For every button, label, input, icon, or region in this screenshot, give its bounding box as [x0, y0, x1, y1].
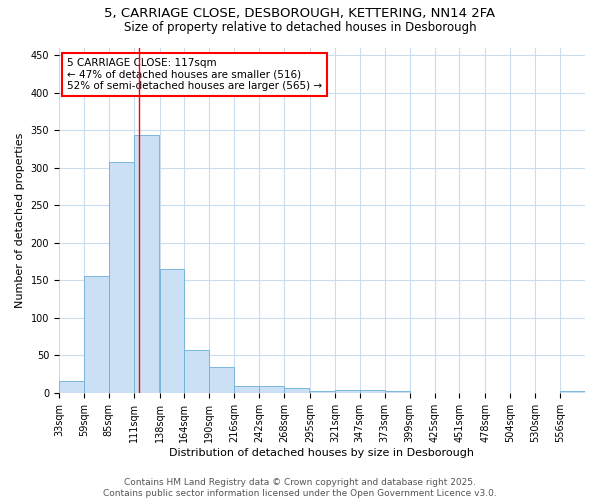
- Bar: [259, 386, 284, 393]
- Bar: [109, 162, 134, 393]
- Bar: [160, 269, 184, 393]
- Text: 5 CARRIAGE CLOSE: 117sqm
← 47% of detached houses are smaller (516)
52% of semi-: 5 CARRIAGE CLOSE: 117sqm ← 47% of detach…: [67, 58, 322, 91]
- Bar: [335, 390, 360, 393]
- Bar: [385, 390, 410, 393]
- Y-axis label: Number of detached properties: Number of detached properties: [15, 132, 25, 308]
- Bar: [84, 276, 109, 393]
- Bar: [184, 350, 209, 393]
- Bar: [134, 136, 158, 393]
- Bar: [360, 390, 385, 393]
- Bar: [560, 390, 585, 393]
- Bar: [234, 386, 259, 393]
- Bar: [209, 366, 234, 393]
- Bar: [284, 388, 309, 393]
- Bar: [59, 381, 84, 393]
- Text: Size of property relative to detached houses in Desborough: Size of property relative to detached ho…: [124, 21, 476, 34]
- Text: Contains HM Land Registry data © Crown copyright and database right 2025.
Contai: Contains HM Land Registry data © Crown c…: [103, 478, 497, 498]
- X-axis label: Distribution of detached houses by size in Desborough: Distribution of detached houses by size …: [169, 448, 475, 458]
- Text: 5, CARRIAGE CLOSE, DESBOROUGH, KETTERING, NN14 2FA: 5, CARRIAGE CLOSE, DESBOROUGH, KETTERING…: [104, 8, 496, 20]
- Bar: [310, 390, 335, 393]
